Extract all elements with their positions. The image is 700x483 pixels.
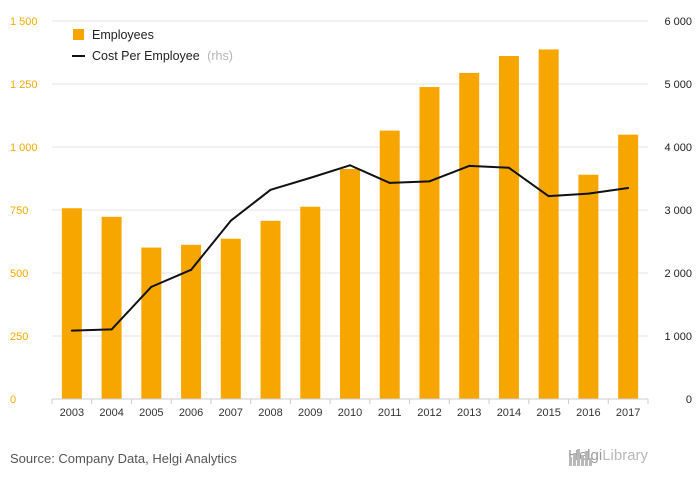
legend-swatch-employees [73,29,84,40]
line-point-cost-per-employee [150,285,153,288]
x-tick-label: 2003 [60,407,84,419]
line-point-cost-per-employee [229,219,232,222]
bar-employees [459,72,480,400]
x-tick-label: 2016 [576,407,600,419]
city-skyline-icon [569,449,592,466]
bar-employees [379,130,400,399]
x-tick-label: 2005 [139,407,163,419]
legend: Employees Cost Per Employee (rhs) [72,28,233,63]
x-tick-label: 2014 [497,407,521,419]
x-tick-label: 2009 [298,407,322,419]
brand-text-light: Library [602,447,649,464]
y-left-tick-label: 500 [10,268,28,280]
bar-employees [141,247,162,399]
line-point-cost-per-employee [349,164,351,167]
brand-logo[interactable]: HelgiLibrary [568,447,649,466]
bar-employees [618,134,639,400]
bar-employees [260,220,281,399]
x-tick-label: 2013 [457,407,481,419]
y-right-tick-label: 5 000 [664,79,692,91]
x-tick-label: 2007 [219,407,243,419]
y-right-tick-label: 3 000 [664,205,692,217]
bar-employees [340,168,360,399]
x-tick-label: 2006 [179,407,203,419]
y-left-tick-label: 250 [10,331,28,343]
line-point-cost-per-employee [190,268,193,271]
y-right-tick-label: 0 [686,394,692,406]
line-point-cost-per-employee [507,166,510,169]
bar-employees [498,56,519,399]
legend-label-cost-per-employee: Cost Per Employee (rhs) [92,49,233,63]
bar-employees [220,238,241,399]
bars-layer [61,49,639,400]
source-text: Source: Company Data, Helgi Analytics [10,451,237,466]
line-point-cost-per-employee [547,195,550,198]
y-right-tick-label: 4 000 [664,142,692,154]
line-point-cost-per-employee [309,176,312,179]
legend-label-employees: Employees [92,28,154,42]
y-left-tick-label: 0 [10,394,16,406]
x-tick-label: 2004 [99,407,123,419]
bar-employees [181,244,202,399]
legend-label-rhs: (rhs) [207,49,233,63]
x-tick-label: 2008 [258,407,282,419]
y-left-tick-label: 750 [10,205,28,217]
y-right-tick-label: 1 000 [664,331,692,343]
legend-label-cost-name: Cost Per Employee [92,49,200,63]
line-point-cost-per-employee [587,192,590,195]
x-tick-label: 2012 [417,407,441,419]
x-tick-label: 2010 [338,407,362,419]
bar-employees [101,216,122,399]
bar-employees [419,87,440,400]
line-point-cost-per-employee [388,181,391,184]
y-left-tick-label: 1 500 [10,16,38,28]
axis-layer: 0 250 500 750 1 000 1 250 1 500 0 1 000 2 000 3 00… [10,16,692,419]
line-point-cost-per-employee [269,188,272,191]
x-tick-label: 2017 [616,407,640,419]
line-point-cost-per-employee [468,164,471,167]
bar-employees [61,208,82,399]
bar-employees [538,49,559,399]
y-right-tick-label: 6 000 [664,16,692,28]
bar-employees [578,174,599,399]
y-left-tick-label: 1 000 [10,142,38,154]
bar-employees [300,206,321,399]
line-layer [70,164,630,332]
line-point-cost-per-employee [627,186,630,189]
x-tick-label: 2011 [378,407,402,419]
y-left-tick-label: 1 250 [10,79,38,91]
x-tick-label: 2015 [536,407,560,419]
line-point-cost-per-employee [70,329,73,332]
y-right-tick-label: 2 000 [664,268,692,280]
line-point-cost-per-employee [428,180,431,183]
line-point-cost-per-employee [110,328,113,331]
